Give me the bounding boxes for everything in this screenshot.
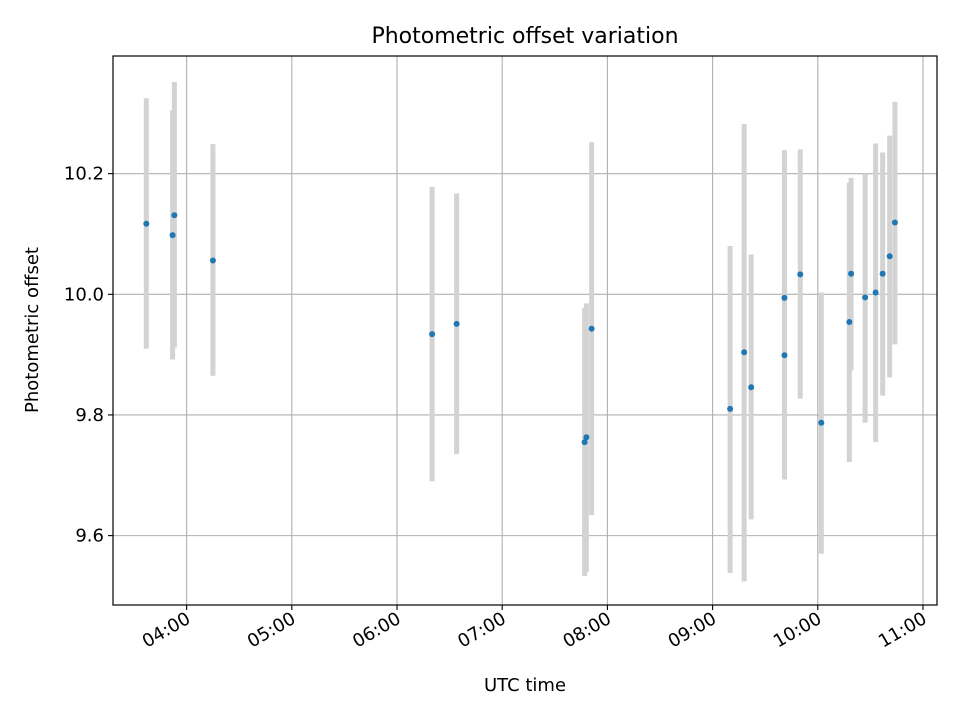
y-tick-label: 10.2 [64, 164, 104, 185]
data-point [886, 253, 893, 260]
data-point [862, 294, 869, 301]
plot-frame [112, 55, 938, 606]
error-bars [143, 81, 898, 582]
data-point [872, 289, 879, 296]
data-points [143, 212, 898, 446]
x-tick-label: 10:00 [770, 608, 825, 652]
data-point [727, 405, 734, 412]
data-point [741, 349, 748, 356]
data-point [781, 294, 788, 301]
chart-title: Photometric offset variation [371, 24, 678, 49]
y-axis-ticks: 9.6 9.8 10.0 10.2 [64, 164, 113, 547]
x-tick-label: 11:00 [875, 608, 930, 652]
y-axis-label: Photometric offset [22, 247, 43, 413]
x-axis-label: UTC time [484, 675, 566, 696]
x-tick-label: 07:00 [454, 608, 509, 652]
data-point [891, 219, 898, 226]
x-tick-label: 05:00 [244, 608, 299, 652]
x-tick-label: 08:00 [559, 608, 614, 652]
data-point [781, 352, 788, 359]
data-point [879, 270, 886, 277]
x-tick-label: 04:00 [139, 608, 194, 652]
data-point [169, 232, 176, 239]
y-tick-label: 10.0 [64, 284, 104, 305]
data-point [588, 325, 595, 332]
x-tick-label: 06:00 [349, 608, 404, 652]
grid [113, 56, 937, 605]
data-point [171, 212, 178, 219]
x-tick-label: 09:00 [665, 608, 720, 652]
data-point [209, 257, 216, 264]
data-point [581, 439, 588, 446]
x-axis-ticks: 04:00 05:00 06:00 07:00 08:00 09:00 10:00 11:00 [139, 605, 930, 652]
data-point [846, 319, 853, 326]
data-point [848, 270, 855, 277]
data-point [583, 434, 590, 441]
data-point [453, 320, 460, 327]
data-point [818, 419, 825, 426]
data-point [143, 220, 150, 227]
y-tick-label: 9.6 [75, 526, 104, 547]
data-point [797, 271, 804, 278]
data-point [748, 384, 755, 391]
data-point [429, 331, 436, 338]
y-tick-label: 9.8 [75, 405, 104, 426]
